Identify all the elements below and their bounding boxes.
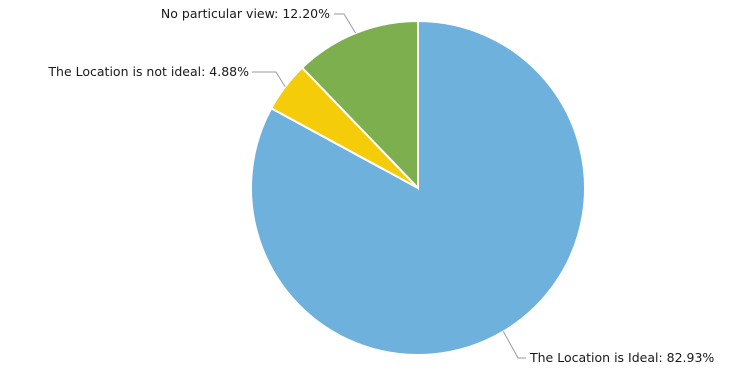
slice-label-the-location-is-not-ideal: The Location is not ideal: 4.88%: [47, 64, 249, 79]
leader-line-no-particular-view: [334, 13, 356, 34]
pie-slices: [250, 19, 586, 356]
leader-lines: [252, 13, 526, 359]
slice-label-the-location-is-ideal: The Location is Ideal: 82.93%: [529, 350, 714, 365]
slice-labels: The Location is Ideal: 82.93% The Locatio…: [47, 6, 714, 365]
leader-line-the-location-is-not-ideal: [252, 71, 286, 88]
slice-label-no-particular-view: No particular view: 12.20%: [161, 6, 330, 21]
leader-line-the-location-is-ideal: [502, 331, 526, 359]
